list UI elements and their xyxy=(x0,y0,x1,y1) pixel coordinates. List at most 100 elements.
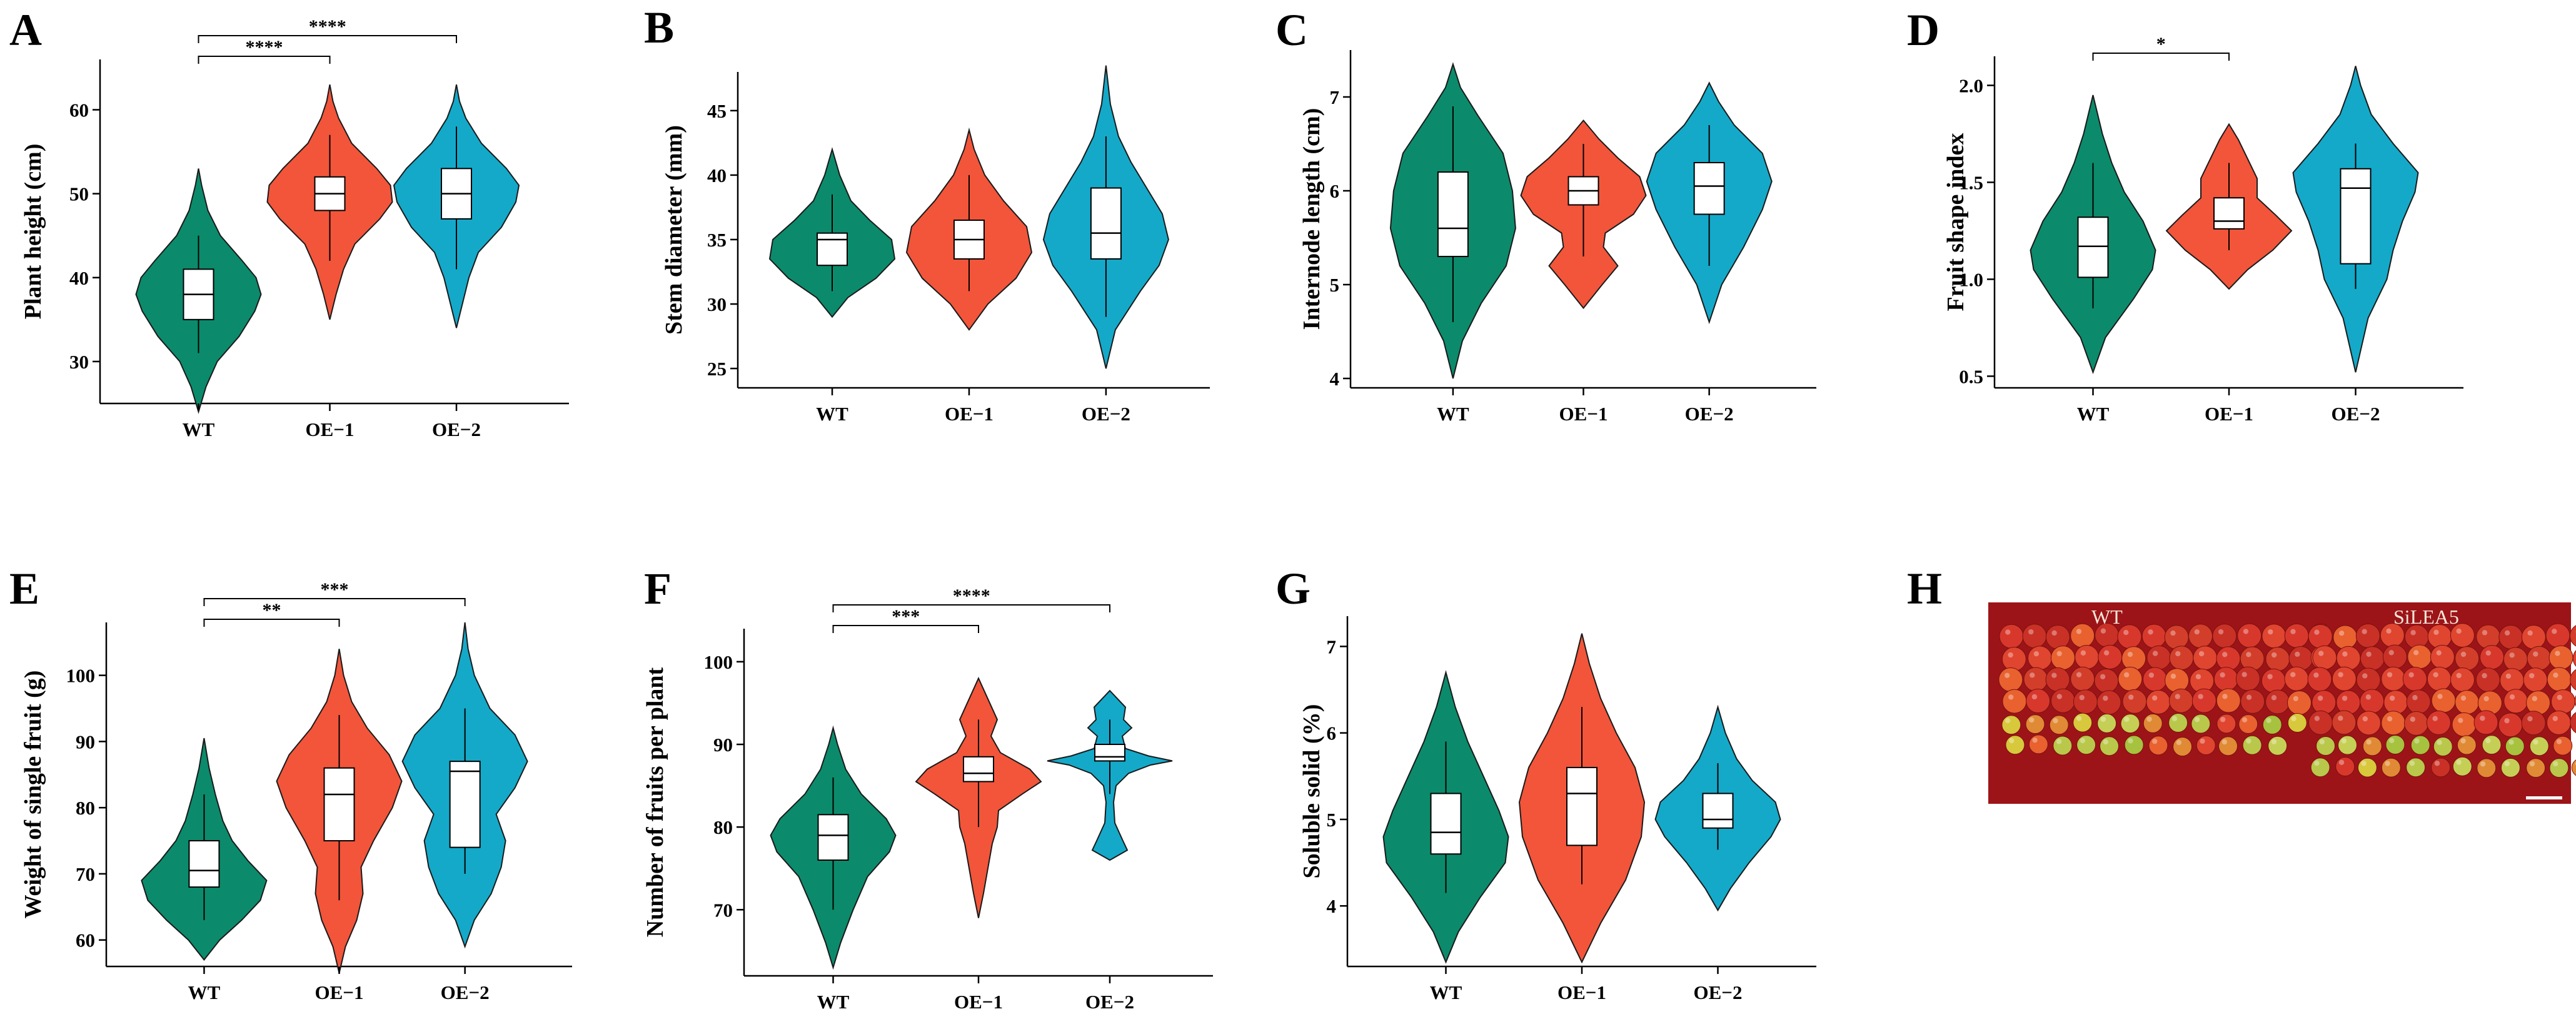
tomato-highlight xyxy=(2127,651,2133,657)
tomato-highlight xyxy=(2314,716,2320,721)
chart-panel-f: F 70 80 90 100 Number of fruits per plant WT OE… xyxy=(642,564,1213,1013)
tomato xyxy=(2146,645,2171,670)
tomato-highlight xyxy=(2458,717,2463,723)
tomato-highlight xyxy=(2456,628,2462,634)
box-iqr xyxy=(1430,793,1462,855)
tomato xyxy=(2406,689,2431,714)
tomato-highlight xyxy=(2552,629,2557,634)
y-tick-label: 2.0 xyxy=(1959,74,1983,96)
box-iqr xyxy=(963,756,994,783)
fruit-tray xyxy=(1998,622,2337,757)
tomato xyxy=(2141,624,2166,649)
tomato xyxy=(2240,646,2265,671)
tomato xyxy=(2169,646,2194,671)
box-iqr xyxy=(1566,766,1597,846)
x-tick-label: OE−1 xyxy=(2205,403,2253,425)
tomato-highlight xyxy=(2314,629,2320,635)
tomato xyxy=(2002,689,2027,714)
box-iqr xyxy=(817,814,849,861)
tomato-highlight xyxy=(2056,651,2062,657)
tomato xyxy=(2188,624,2213,649)
tomato xyxy=(2287,690,2312,715)
tomato-highlight xyxy=(2246,652,2251,657)
tomato-highlight xyxy=(2317,695,2323,701)
x-tick-label: WT xyxy=(816,403,848,425)
tomato xyxy=(2356,711,2381,736)
tomato-highlight xyxy=(2291,716,2297,722)
tomato-highlight xyxy=(2170,630,2176,636)
tomato-highlight xyxy=(2483,696,2489,702)
tomato xyxy=(2022,624,2047,649)
y-tick-label: 60 xyxy=(76,930,95,951)
tomato xyxy=(2433,736,2453,756)
tomato xyxy=(2242,735,2262,755)
x-tick-label: WT xyxy=(2077,403,2110,425)
y-tick-label: 100 xyxy=(66,665,96,687)
tomato xyxy=(2025,714,2045,734)
x-tick-label: OE−2 xyxy=(441,981,490,1003)
tomato xyxy=(2261,668,2286,693)
panel-letter: C xyxy=(1275,5,1308,55)
tomato xyxy=(2307,667,2332,692)
tomato-highlight xyxy=(2313,672,2319,678)
tomato-highlight xyxy=(2389,738,2395,744)
x-tick-label: OE−2 xyxy=(1694,981,1743,1003)
tomato xyxy=(2173,737,2193,757)
tomato xyxy=(2546,710,2571,735)
tomato-highlight xyxy=(2268,629,2273,635)
tomato-highlight xyxy=(2146,716,2152,722)
significance-label: **** xyxy=(953,586,990,606)
tomato xyxy=(2498,712,2523,738)
tomato xyxy=(2336,646,2361,671)
tomato-highlight xyxy=(2076,629,2082,634)
tomato xyxy=(2527,646,2552,671)
tomato-highlight xyxy=(2460,738,2466,744)
tomato-highlight xyxy=(2388,650,2394,656)
y-axis-title: Plant height (cm) xyxy=(20,144,46,320)
tomato-highlight xyxy=(2005,629,2011,635)
tomato-highlight xyxy=(2409,760,2415,766)
tomato xyxy=(2122,689,2147,714)
tomato xyxy=(2521,625,2546,650)
tomato-highlight xyxy=(2437,739,2442,746)
tomato-highlight xyxy=(2148,629,2153,635)
tomato xyxy=(2479,645,2504,670)
tomato xyxy=(2548,645,2573,670)
tomato xyxy=(2238,714,2258,734)
tomato-highlight xyxy=(2103,696,2108,701)
tomato xyxy=(2452,712,2477,737)
tomato-highlight xyxy=(2556,739,2562,744)
tomato-highlight xyxy=(2338,759,2345,765)
tomato-highlight xyxy=(2076,716,2082,721)
tomato xyxy=(2475,667,2500,692)
tomato xyxy=(2001,647,2026,672)
y-tick-label: 45 xyxy=(707,100,727,122)
tomato xyxy=(2498,624,2523,649)
tomato-highlight xyxy=(2319,739,2325,744)
tomato xyxy=(2168,712,2188,733)
tomato-highlight xyxy=(2051,630,2057,636)
tomato xyxy=(2482,735,2502,755)
tomato-highlight xyxy=(2124,716,2130,722)
y-tick-label: 5 xyxy=(1327,809,1337,831)
tomato-highlight xyxy=(2080,650,2086,656)
tomato xyxy=(2097,713,2117,733)
tomato xyxy=(2045,667,2070,692)
y-axis-title: Stem diameter (mm) xyxy=(661,125,687,335)
tomato xyxy=(2049,715,2069,735)
box-iqr xyxy=(2213,197,2245,230)
tomato xyxy=(2526,758,2546,778)
tomato xyxy=(2357,758,2377,778)
tomato-highlight xyxy=(2553,761,2558,767)
fruit-tray xyxy=(2307,622,2576,778)
chart-panel-b: B 25 30 35 40 45 Stem diameter (mm) WT OE−1 OE−2 xyxy=(644,3,1210,425)
tomato xyxy=(2094,668,2119,693)
tomato-highlight xyxy=(2533,739,2538,745)
tomato xyxy=(2545,623,2570,648)
y-tick-label: 35 xyxy=(707,229,727,251)
x-tick-label: WT xyxy=(817,991,850,1013)
significance-label: **** xyxy=(246,37,283,58)
tomato xyxy=(2457,735,2477,755)
tomato xyxy=(2570,712,2576,734)
tomato xyxy=(2500,758,2520,778)
